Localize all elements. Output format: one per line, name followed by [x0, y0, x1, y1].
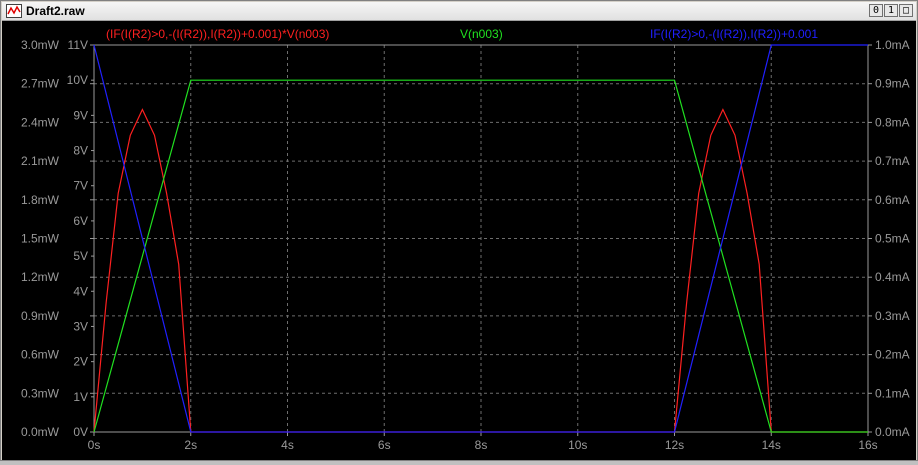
y-current-tick-label: 0.0mA — [875, 425, 910, 439]
title-bar[interactable]: Draft2.raw 0 1 □ — [2, 2, 916, 21]
y-current-tick-label: 0.6mA — [875, 193, 910, 207]
y-current-tick-label: 0.3mA — [875, 309, 910, 323]
trace-label-current[interactable]: IF(I(R2)>0,-(I(R2)),I(R2))+0.001 — [650, 27, 818, 41]
x-tick-label: 2s — [184, 438, 197, 452]
y-current-tick-label: 0.2mA — [875, 348, 910, 362]
y-power-tick-label: 0.0mW — [21, 425, 60, 439]
y-power-tick-label: 0.9mW — [21, 309, 60, 323]
y-current-tick-label: 0.5mA — [875, 232, 910, 246]
y-voltage-tick-label: 5V — [73, 249, 88, 263]
axis-ticks: 0s 2s 4s 6s 8s 10s 12s 14s 16s 0.0mW 0.3mW 0.6mW 0.9… — [21, 38, 910, 452]
y-power-tick-label: 1.5mW — [21, 232, 60, 246]
y-current-tick-label: 0.9mA — [875, 77, 910, 91]
waveform-chart[interactable]: 0s 2s 4s 6s 8s 10s 12s 14s 16s 0.0mW 0.3mW 0.6mW 0.9… — [2, 21, 916, 460]
trace-lines — [93, 44, 868, 433]
trace-current[interactable] — [93, 44, 868, 433]
grid-lines — [94, 45, 868, 432]
y-voltage-tick-label: 7V — [73, 179, 88, 193]
y-voltage-tick-label: 8V — [73, 144, 88, 158]
minimize-button[interactable]: 0 — [869, 4, 883, 17]
trace-label-power[interactable]: (IF(I(R2)>0,-(I(R2)),I(R2))+0.001)*V(n00… — [106, 27, 329, 41]
y-voltage-tick-label: 10V — [67, 73, 88, 87]
y-voltage-tick-label: 11V — [68, 38, 88, 52]
close-button[interactable]: □ — [899, 4, 913, 17]
y-power-tick-label: 2.4mW — [21, 115, 60, 129]
restore-button[interactable]: 1 — [884, 4, 898, 17]
trace-label-voltage[interactable]: V(n003) — [460, 27, 503, 41]
x-tick-label: 16s — [858, 438, 877, 452]
y-power-tick-label: 2.7mW — [21, 77, 60, 91]
y-power-tick-label: 2.1mW — [21, 154, 60, 168]
y-power-tick-label: 1.8mW — [21, 193, 60, 207]
trace-voltage[interactable] — [93, 79, 868, 433]
y-voltage-tick-label: 3V — [73, 319, 88, 333]
window-title: Draft2.raw — [26, 4, 85, 18]
y-voltage-tick-label: 4V — [73, 284, 88, 298]
x-tick-label: 8s — [475, 438, 488, 452]
y-power-tick-label: 0.3mW — [21, 386, 60, 400]
y-voltage-tick-label: 9V — [73, 108, 88, 122]
x-tick-label: 12s — [665, 438, 684, 452]
x-tick-label: 0s — [88, 438, 101, 452]
trace-labels[interactable]: (IF(I(R2)>0,-(I(R2)),I(R2))+0.001)*V(n00… — [106, 27, 818, 41]
waveform-app-icon — [6, 4, 22, 18]
y-current-tick-label: 0.4mA — [875, 270, 910, 284]
y-current-tick-label: 0.1mA — [875, 386, 910, 400]
x-tick-label: 6s — [378, 438, 391, 452]
y-current-tick-label: 1.0mA — [875, 38, 910, 52]
y-current-tick-label: 0.7mA — [875, 154, 910, 168]
y-power-tick-label: 1.2mW — [21, 270, 60, 284]
x-tick-label: 10s — [568, 438, 587, 452]
y-voltage-tick-label: 2V — [73, 355, 88, 369]
y-power-tick-label: 0.6mW — [21, 348, 60, 362]
plot-area[interactable]: 0s 2s 4s 6s 8s 10s 12s 14s 16s 0.0mW 0.3mW 0.6mW 0.9… — [2, 21, 916, 460]
y-voltage-tick-label: 0V — [73, 425, 88, 439]
y-voltage-tick-label: 1V — [73, 390, 88, 404]
y-voltage-tick-label: 6V — [73, 214, 88, 228]
y-current-tick-label: 0.8mA — [875, 115, 910, 129]
y-power-tick-label: 3.0mW — [21, 38, 60, 52]
x-tick-label: 14s — [762, 438, 781, 452]
x-tick-label: 4s — [281, 438, 294, 452]
